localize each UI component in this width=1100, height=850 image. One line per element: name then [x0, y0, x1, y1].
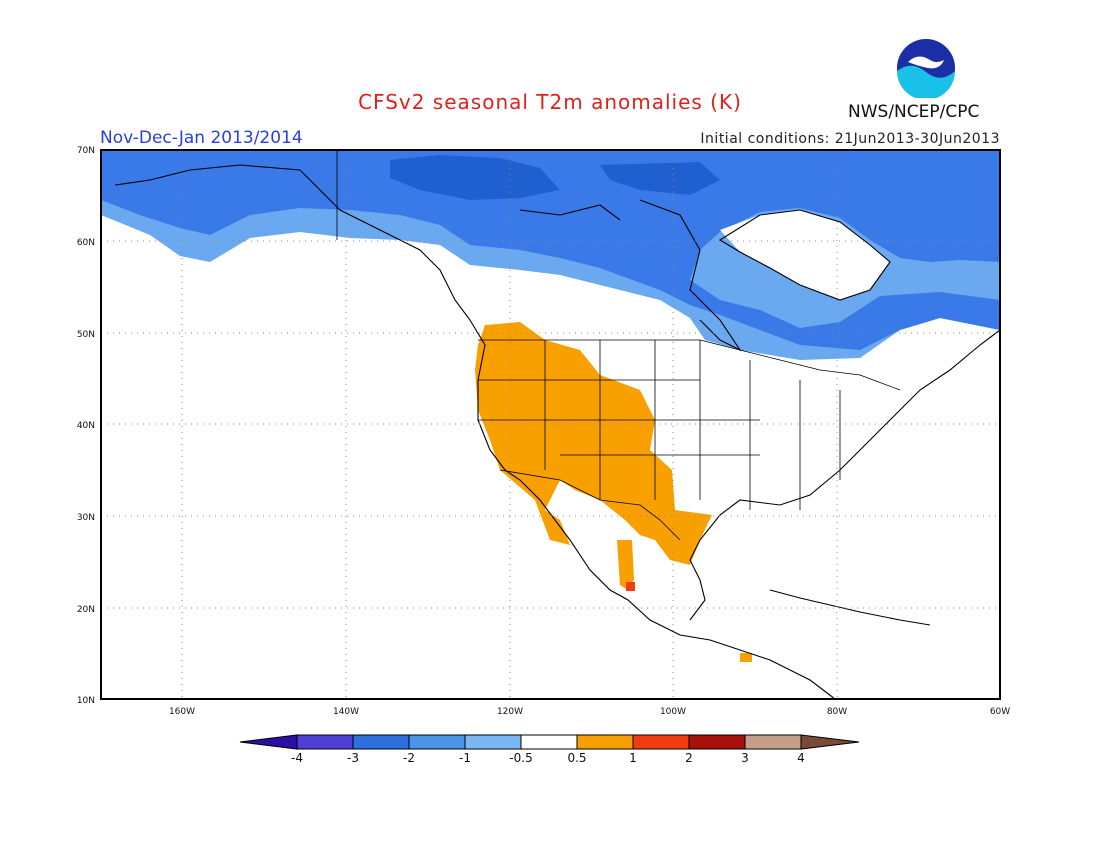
forecast-period: Nov-Dec-Jan 2013/2014: [100, 128, 303, 148]
colorbar-swatch: [744, 734, 802, 750]
lon-label: 160W: [169, 707, 195, 717]
colorbar-swatch: [520, 734, 578, 750]
colorbar-label: 2: [685, 751, 693, 765]
colorbar-swatch: [688, 734, 746, 750]
colorbar-label: 3: [741, 751, 749, 765]
colorbar-swatch: [296, 734, 354, 750]
colorbar-label: 4: [797, 751, 805, 765]
lat-label: 40N: [77, 421, 95, 431]
lon-label: 80W: [827, 707, 847, 717]
axis-labels: 70N 60N 50N 40N 30N 20N 10N 160W 140W 12…: [77, 146, 1010, 717]
lon-label: 120W: [497, 707, 523, 717]
colorbar-swatch: [352, 734, 410, 750]
lon-label: 60W: [990, 707, 1010, 717]
colorbar-label: -2: [403, 751, 415, 765]
agency-label: NWS/NCEP/CPC: [848, 102, 980, 122]
colorbar-label: -3: [347, 751, 359, 765]
lat-label: 20N: [77, 605, 95, 615]
colorbar-label: 1: [629, 751, 637, 765]
anomaly-region-minus3: [390, 155, 560, 200]
colorbar-label: -1: [459, 751, 471, 765]
anomaly-region-warm-guat: [740, 653, 752, 662]
colorbar-arrow-right: [800, 734, 860, 750]
anomaly-fields: [101, 150, 1000, 662]
colorbar-label: 0.5: [567, 751, 587, 765]
lat-label: 60N: [77, 238, 95, 248]
anomaly-region-warm-mexico: [617, 540, 634, 590]
political-borders: [336, 150, 901, 541]
colorbar-swatch: [576, 734, 634, 750]
lat-label: 10N: [77, 696, 95, 706]
colorbar-arrow-left: [239, 734, 298, 750]
lat-label: 30N: [77, 513, 95, 523]
noaa-logo: [897, 39, 955, 98]
colorbar: [239, 734, 860, 750]
greenland-neutral: [720, 210, 890, 300]
anomaly-region-hot: [626, 582, 635, 591]
initial-conditions: Initial conditions: 21Jun2013-30Jun2013: [700, 131, 1000, 147]
coastlines: [114, 164, 1001, 700]
map-title: CFSv2 seasonal T2m anomalies (K): [358, 90, 742, 114]
lon-label: 100W: [660, 707, 686, 717]
anomaly-region-minus3b: [600, 162, 720, 195]
plot-frame: [100, 149, 1001, 700]
lat-label: 50N: [77, 330, 95, 340]
colorbar-swatch: [632, 734, 690, 750]
colorbar-swatch: [408, 734, 466, 750]
lat-label: 70N: [77, 146, 95, 156]
anomaly-region-warm: [475, 322, 712, 565]
colorbar-label: -0.5: [509, 751, 533, 765]
anomaly-region-minus2: [101, 150, 1000, 350]
colorbar-swatch: [464, 734, 522, 750]
colorbar-label: -4: [291, 751, 303, 765]
lon-label: 140W: [333, 707, 359, 717]
